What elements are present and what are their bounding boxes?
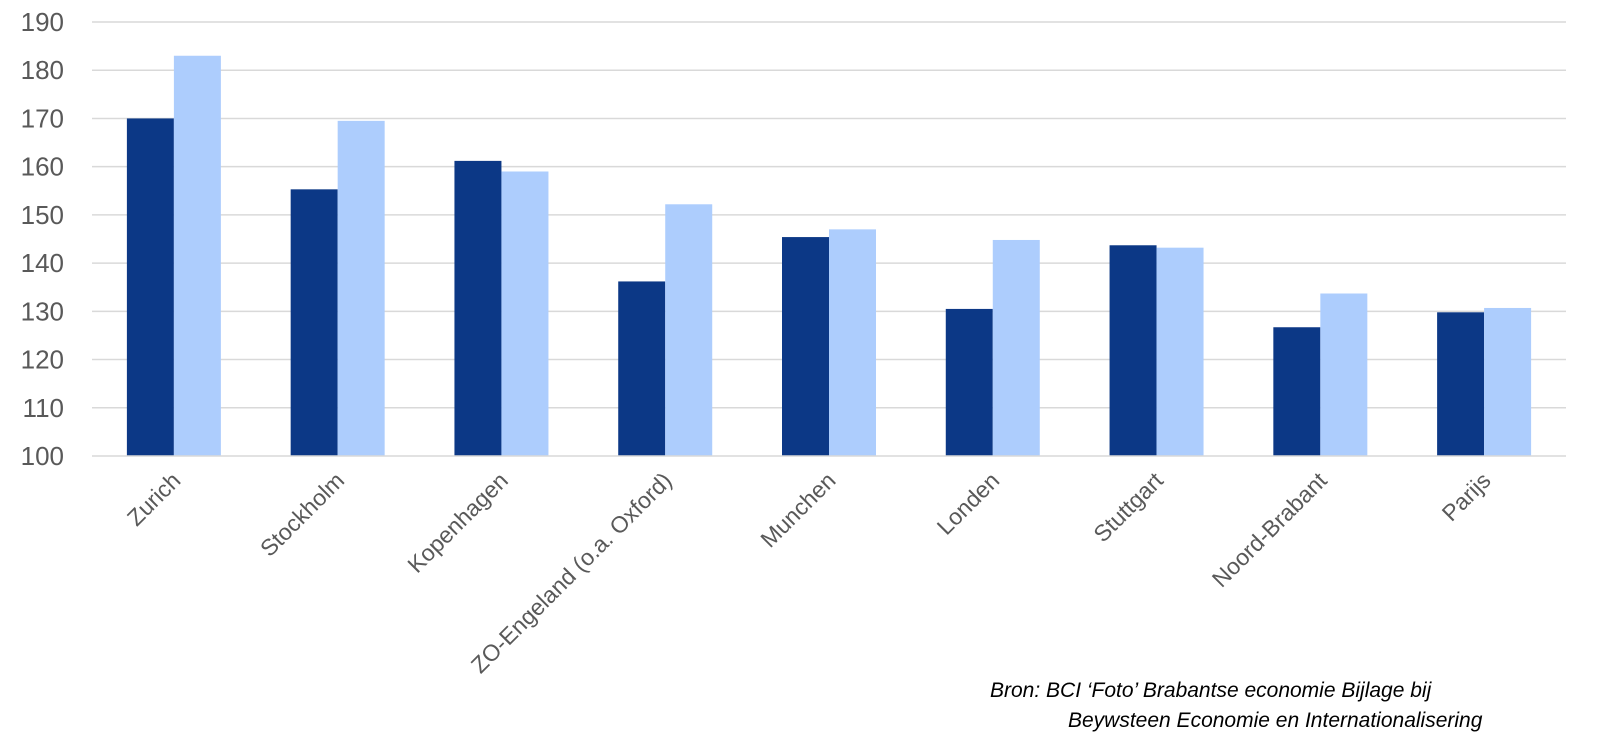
bar <box>501 171 549 456</box>
y-tick-label: 140 <box>21 248 64 278</box>
bar <box>1437 312 1485 456</box>
x-tick-label: Noord-Brabant <box>1207 467 1332 592</box>
x-tick-label: Kopenhagen <box>402 467 513 578</box>
x-tick-label: Stuttgart <box>1088 467 1168 547</box>
x-tick-label: Londen <box>932 467 1005 540</box>
y-tick-label: 130 <box>21 296 64 326</box>
x-tick-label: Stockholm <box>255 467 349 561</box>
y-tick-label: 170 <box>21 103 64 133</box>
bars <box>126 55 1532 456</box>
bar <box>618 281 666 456</box>
y-tick-label: 110 <box>23 393 64 423</box>
y-tick-label: 160 <box>21 152 64 182</box>
bar <box>665 204 713 456</box>
bar <box>782 237 829 456</box>
bar <box>1320 293 1368 456</box>
bar <box>337 120 385 456</box>
bar <box>992 239 1040 456</box>
x-tick-label: Munchen <box>755 467 840 552</box>
bar <box>126 118 174 456</box>
bar <box>173 55 221 456</box>
bar <box>1273 327 1321 456</box>
source-line-1: Bron: BCI ‘Foto’ Brabantse economie Bijl… <box>990 679 1432 702</box>
bar <box>945 308 993 456</box>
y-tick-label: 100 <box>21 441 64 471</box>
y-tick-label: 120 <box>21 345 64 375</box>
y-axis-tick-labels: 100 110 120 130 140 150 160 170 180 190 <box>21 7 64 471</box>
bar <box>1484 307 1532 456</box>
bar <box>829 229 876 456</box>
y-tick-label: 180 <box>21 55 64 85</box>
bar <box>454 160 502 456</box>
bar <box>1109 245 1157 456</box>
bar <box>1156 247 1204 456</box>
y-tick-label: 150 <box>21 200 64 230</box>
y-tick-label: 190 <box>21 7 64 37</box>
x-tick-label: Zurich <box>122 467 186 531</box>
bar <box>290 189 338 456</box>
source-line-2: Beywsteen Economie en Internationaliseri… <box>1068 709 1483 732</box>
x-tick-label: Parijs <box>1437 467 1496 526</box>
source-note: Bron: BCI ‘Foto’ Brabantse economie Bijl… <box>990 676 1619 738</box>
